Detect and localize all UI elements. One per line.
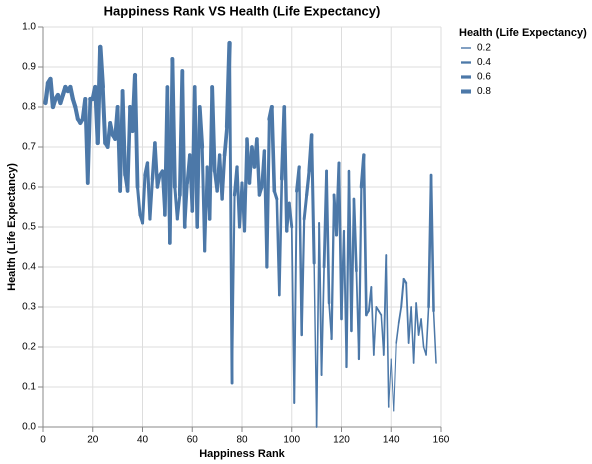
trail-segment bbox=[97, 44, 105, 90]
y-tick-label: 0.5 bbox=[22, 222, 36, 233]
trail-segment bbox=[183, 181, 189, 229]
trail-segment bbox=[395, 322, 400, 344]
legend-label: 0.8 bbox=[477, 86, 491, 97]
x-tick-label: 160 bbox=[433, 435, 450, 446]
trail-segment bbox=[210, 85, 217, 173]
x-tick-label: 140 bbox=[383, 435, 400, 446]
chart-title: Happiness Rank VS Health (Life Expectanc… bbox=[104, 3, 381, 18]
trail-segment bbox=[140, 173, 147, 225]
trail-segment bbox=[393, 342, 397, 412]
y-tick-label: 0.6 bbox=[22, 182, 36, 193]
trail-segment bbox=[293, 190, 298, 404]
trail-segment bbox=[425, 306, 430, 356]
y-tick-label: 0.7 bbox=[22, 142, 36, 153]
y-tick-label: 0.2 bbox=[22, 342, 36, 353]
trail-segment bbox=[153, 141, 160, 189]
trail-segment bbox=[370, 286, 375, 356]
trail-segment bbox=[300, 217, 306, 337]
trail-segment bbox=[305, 169, 311, 197]
trail-segment bbox=[228, 41, 234, 385]
trail-segment bbox=[85, 97, 93, 185]
trail-segment bbox=[277, 177, 284, 297]
trail-segment bbox=[220, 153, 227, 201]
y-tick-label: 0.8 bbox=[22, 102, 36, 113]
legend-label: 0.2 bbox=[477, 43, 491, 54]
trail-segment bbox=[282, 105, 289, 233]
trail-segment bbox=[352, 197, 358, 273]
trail-segment bbox=[287, 201, 294, 229]
trail-segment bbox=[373, 306, 378, 356]
trail-segment bbox=[231, 193, 236, 385]
trail-segment bbox=[120, 89, 127, 177]
trail-segment bbox=[270, 105, 277, 193]
trail-segment bbox=[385, 254, 390, 408]
y-tick-label: 0.4 bbox=[22, 262, 36, 273]
y-tick-label: 0.9 bbox=[22, 62, 36, 73]
trail-segment bbox=[415, 302, 420, 336]
trail-segment bbox=[43, 80, 51, 106]
x-axis-title: Happiness Rank bbox=[199, 448, 285, 460]
y-tick-label: 0.1 bbox=[22, 382, 36, 393]
y-tick-label: 0.0 bbox=[22, 422, 36, 433]
x-tick-label: 80 bbox=[236, 435, 248, 446]
trail-segment bbox=[362, 153, 368, 317]
trail-segment bbox=[155, 173, 162, 189]
trail-segment bbox=[133, 73, 140, 189]
trail-segment bbox=[377, 310, 383, 316]
trail-segment bbox=[412, 302, 417, 364]
trail-segment bbox=[73, 104, 80, 122]
trail-segment bbox=[357, 185, 363, 361]
trail-segment bbox=[318, 222, 323, 376]
trail-segment bbox=[222, 125, 229, 157]
legend-label: 0.6 bbox=[477, 72, 491, 83]
trail-segment bbox=[272, 189, 279, 201]
trail-segment bbox=[175, 193, 182, 221]
legend-title: Health (Life Expectancy) bbox=[459, 27, 587, 39]
trail-segment bbox=[100, 84, 108, 146]
trail-segment bbox=[325, 169, 331, 305]
legend-label: 0.4 bbox=[477, 57, 491, 68]
trail-segment bbox=[255, 137, 262, 197]
trail-segment bbox=[388, 358, 392, 408]
x-tick-label: 60 bbox=[187, 435, 199, 446]
trail-segment bbox=[180, 69, 187, 229]
trail-segment bbox=[410, 306, 415, 364]
trail-segment bbox=[310, 133, 316, 265]
trail-segment bbox=[429, 173, 435, 313]
y-tick-label: 1.0 bbox=[22, 22, 36, 33]
trail-segment bbox=[170, 57, 177, 189]
trail-segment bbox=[315, 222, 320, 428]
y-tick-label: 0.3 bbox=[22, 302, 36, 313]
trail-segment bbox=[400, 277, 405, 309]
trail-segment bbox=[330, 193, 336, 341]
trail-segment bbox=[197, 105, 205, 149]
trail-segment bbox=[432, 310, 437, 364]
trail-segment bbox=[108, 121, 115, 137]
trail-segment bbox=[337, 161, 343, 321]
trail-segment bbox=[136, 185, 142, 217]
x-tick-label: 40 bbox=[137, 435, 149, 446]
trail-segment bbox=[265, 117, 271, 269]
y-axis-title: Health (Life Expectancy) bbox=[6, 163, 18, 291]
trail-segment bbox=[397, 306, 403, 324]
x-tick-label: 20 bbox=[87, 435, 99, 446]
x-tick-label: 0 bbox=[40, 435, 46, 446]
trail-segment bbox=[148, 177, 154, 221]
x-tick-label: 100 bbox=[283, 435, 300, 446]
trail-segment bbox=[390, 358, 395, 412]
trail-segment bbox=[320, 266, 325, 376]
x-tick-label: 120 bbox=[333, 435, 350, 446]
trail-segment bbox=[405, 282, 410, 344]
trail-segment bbox=[420, 318, 425, 348]
trail-segment bbox=[302, 193, 309, 221]
